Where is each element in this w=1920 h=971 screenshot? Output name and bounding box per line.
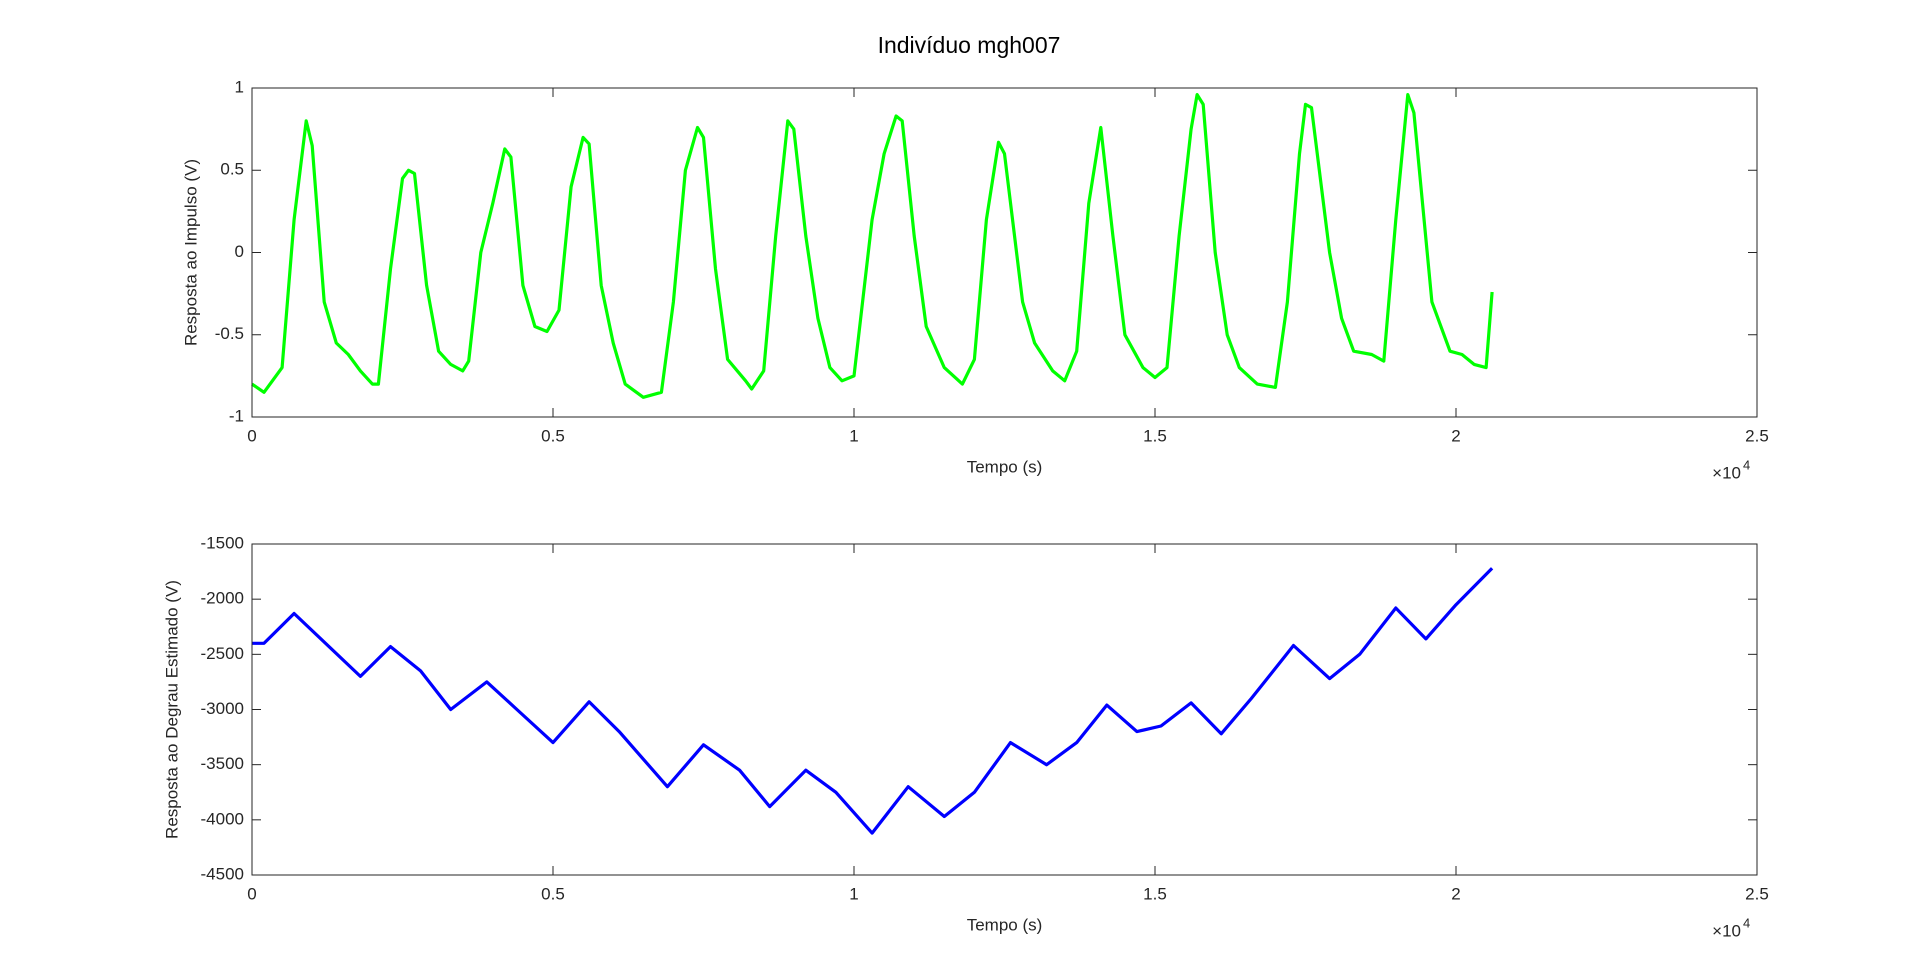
x-multiplier-exponent: 4	[1743, 915, 1750, 930]
x-multiplier: ×10	[1712, 463, 1741, 482]
figure-title: Indivíduo mgh007	[878, 32, 1061, 58]
y-tick-label: -1	[229, 406, 244, 425]
y-tick-label: 0.5	[220, 160, 244, 179]
y-tick-label: -4000	[201, 809, 244, 828]
y-tick-label: 1	[235, 77, 244, 96]
y-tick-label: -2000	[201, 589, 244, 608]
x-tick-label: 0	[247, 426, 256, 445]
y-tick-label: -3500	[201, 754, 244, 773]
y-tick-label: -3000	[201, 699, 244, 718]
x-tick-label: 0.5	[541, 884, 565, 903]
x-multiplier: ×10	[1712, 921, 1741, 940]
x-tick-label: 1.5	[1143, 884, 1167, 903]
y-tick-label: -2500	[201, 644, 244, 663]
y-axis-label: Resposta ao Degrau Estimado (V)	[162, 580, 181, 839]
y-axis-label: Resposta ao Impulso (V)	[181, 159, 200, 346]
x-tick-label: 2.5	[1745, 426, 1769, 445]
x-tick-label: 2.5	[1745, 884, 1769, 903]
y-tick-label: 0	[235, 242, 244, 261]
y-tick-label: -1500	[201, 533, 244, 552]
plot-area	[252, 88, 1757, 417]
x-tick-label: 1	[849, 426, 858, 445]
x-tick-label: 2	[1451, 426, 1460, 445]
x-multiplier-exponent: 4	[1743, 457, 1750, 472]
x-axis-label: Tempo (s)	[967, 457, 1043, 476]
data-line	[251, 92, 1494, 399]
x-tick-label: 1.5	[1143, 426, 1167, 445]
x-axis-label: Tempo (s)	[967, 915, 1043, 934]
y-tick-label: -0.5	[215, 324, 244, 343]
y-tick-label: -4500	[201, 864, 244, 883]
x-tick-label: 1	[849, 884, 858, 903]
x-tick-label: 0.5	[541, 426, 565, 445]
plot-area	[252, 544, 1757, 875]
x-tick-label: 2	[1451, 884, 1460, 903]
data-line	[252, 567, 1494, 835]
x-tick-label: 0	[247, 884, 256, 903]
